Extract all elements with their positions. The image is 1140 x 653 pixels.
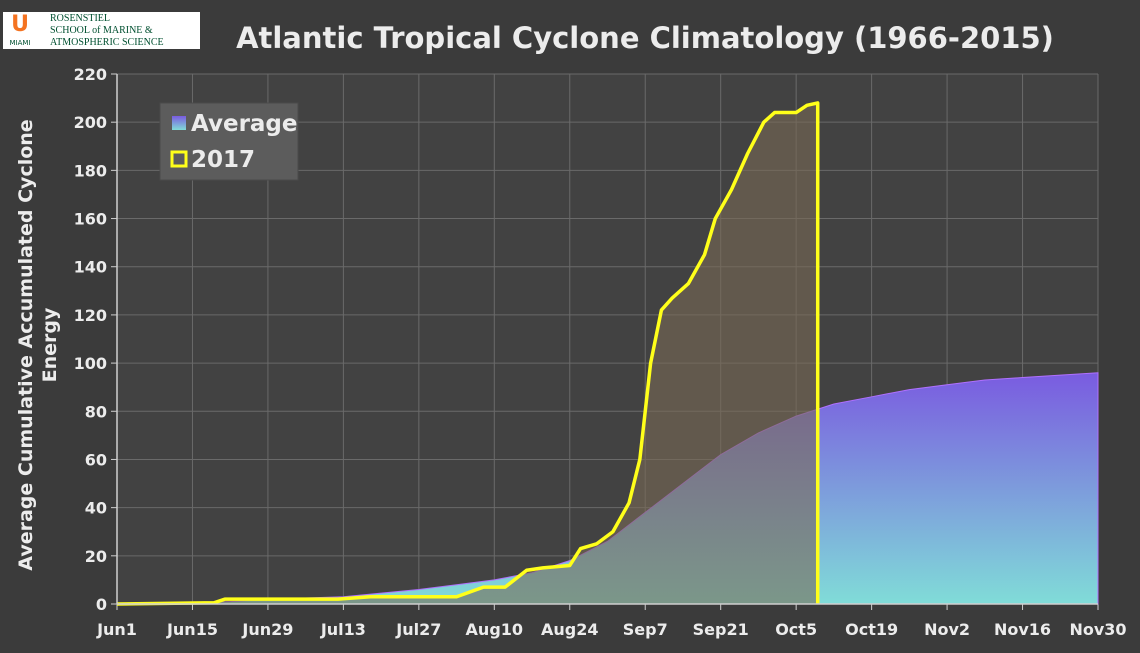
x-tick-label: Jun1 xyxy=(96,620,137,639)
logo-line: SCHOOL of MARINE & xyxy=(50,25,153,36)
logo: U MIAMI ROSENSTIEL SCHOOL of MARINE & AT… xyxy=(3,12,200,49)
logo-line: ROSENSTIEL xyxy=(50,13,110,24)
legend-swatch xyxy=(172,116,186,130)
y-tick-label: 0 xyxy=(96,595,107,614)
y-tick-label: 20 xyxy=(85,547,107,566)
season-area xyxy=(117,102,818,604)
legend-label: 2017 xyxy=(191,147,255,173)
y-label-line: Energy xyxy=(39,307,61,382)
legend-swatch xyxy=(170,150,188,168)
x-tick-label: Jun15 xyxy=(166,620,218,639)
legend: Average 2017 xyxy=(159,102,299,181)
x-tick-label: Aug24 xyxy=(541,620,599,639)
logo-letter: U xyxy=(11,12,29,37)
y-tick-label: 160 xyxy=(74,210,107,229)
y-tick-label: 220 xyxy=(74,65,107,84)
y-axis-label: Average Cumulative Accumulated Cyclone E… xyxy=(15,119,61,570)
x-tick-label: Jun29 xyxy=(241,620,293,639)
x-tick-label: Oct19 xyxy=(845,620,898,639)
x-tick-label: Oct5 xyxy=(775,620,817,639)
x-tick-label: Aug10 xyxy=(466,620,524,639)
legend-label: Average xyxy=(191,111,298,137)
x-tick-label: Jul27 xyxy=(395,620,441,639)
y-tick-label: 200 xyxy=(74,113,107,132)
y-tick-label: 100 xyxy=(74,354,107,373)
y-tick-label: 80 xyxy=(85,402,107,421)
y-tick-label: 40 xyxy=(85,499,107,518)
x-tick-label: Sep7 xyxy=(623,620,668,639)
x-tick-label: Nov16 xyxy=(994,620,1051,639)
y-label-line: Average Cumulative Accumulated Cyclone xyxy=(15,119,37,570)
logo-line: ATMOSPHERIC SCIENCE xyxy=(50,37,164,48)
y-tick-label: 60 xyxy=(85,450,107,469)
chart-title: Atlantic Tropical Cyclone Climatology (1… xyxy=(236,21,1054,55)
logo-city: MIAMI xyxy=(10,39,31,47)
logo-box xyxy=(3,12,200,49)
y-tick-label: 140 xyxy=(74,258,107,277)
y-tick-label: 180 xyxy=(74,161,107,180)
x-tick-label: Nov30 xyxy=(1069,620,1126,639)
x-tick-label: Nov2 xyxy=(924,620,970,639)
y-tick-label: 120 xyxy=(74,306,107,325)
x-tick-label: Sep21 xyxy=(693,620,749,639)
x-tick-label: Jul13 xyxy=(320,620,366,639)
season-line xyxy=(116,101,820,606)
